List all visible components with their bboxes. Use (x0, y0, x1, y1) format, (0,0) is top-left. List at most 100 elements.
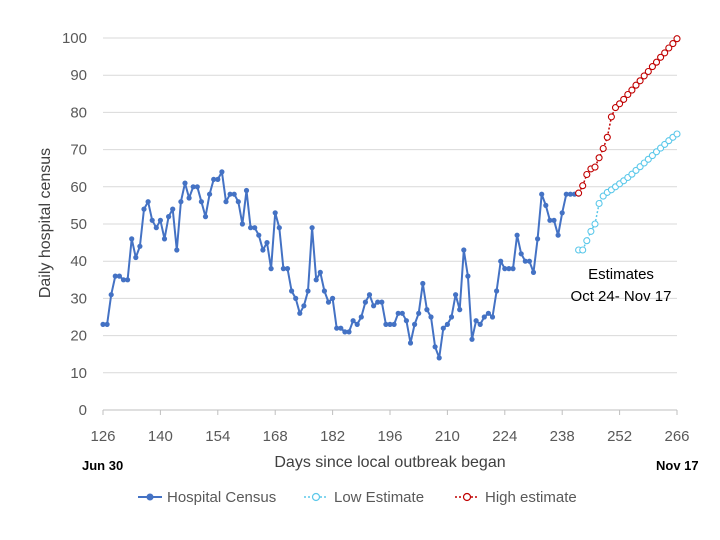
data-point-hospital-census (383, 321, 389, 327)
data-point-hospital-census (297, 310, 303, 316)
data-point-hospital-census (522, 258, 528, 264)
data-point-hospital-census (321, 288, 327, 294)
data-point-hospital-census (174, 247, 180, 253)
x-end-date-label: Nov 17 (656, 458, 699, 473)
data-point-hospital-census (535, 236, 541, 242)
data-point-hospital-census (395, 310, 401, 316)
data-point-hospital-census (305, 288, 311, 294)
y-tick-label-100: 100 (62, 30, 87, 47)
data-point-hospital-census (133, 254, 139, 261)
y-tick-label-70: 70 (70, 142, 87, 159)
x-tick-label-140: 140 (148, 428, 173, 445)
data-point-hospital-census (559, 210, 565, 216)
data-point-high-estimate (579, 182, 587, 190)
data-point-hospital-census (477, 321, 483, 327)
series-high-estimate (575, 35, 681, 197)
data-point-high-estimate (591, 163, 599, 171)
data-point-hospital-census (112, 273, 118, 279)
data-point-hospital-census (354, 321, 360, 327)
data-point-hospital-census (412, 321, 418, 327)
data-point-hospital-census (436, 355, 442, 361)
x-tick-label-154: 154 (205, 428, 230, 445)
data-point-hospital-census (235, 199, 241, 205)
data-point-hospital-census (141, 206, 147, 212)
data-point-hospital-census (153, 225, 159, 231)
data-point-hospital-census (202, 214, 209, 220)
data-point-high-estimate (644, 67, 652, 76)
data-point-hospital-census (424, 307, 430, 313)
data-point-hospital-census (489, 314, 496, 320)
data-point-high-estimate (599, 144, 607, 153)
data-point-hospital-census (444, 321, 450, 327)
data-point-hospital-census (145, 199, 151, 205)
data-point-high-estimate (673, 35, 681, 43)
data-point-hospital-census (325, 299, 332, 305)
legend-item-low-estimate: Low Estimate (304, 489, 424, 506)
x-tick-label-210: 210 (435, 428, 460, 445)
series (100, 35, 681, 361)
data-point-hospital-census (350, 318, 356, 324)
data-point-high-estimate (632, 81, 640, 89)
data-point-hospital-census (137, 243, 143, 249)
data-point-hospital-census (284, 266, 291, 272)
data-point-hospital-census (551, 217, 557, 223)
data-point-hospital-census (280, 266, 286, 272)
data-point-high-estimate (607, 113, 615, 121)
data-point-hospital-census (211, 176, 217, 182)
data-point-high-estimate (628, 86, 636, 94)
data-point-hospital-census (457, 307, 463, 313)
legend-label-hospital-census: Hospital Census (167, 489, 276, 506)
data-point-hospital-census (567, 191, 574, 197)
data-point-hospital-census (485, 310, 491, 316)
data-point-hospital-census (530, 269, 537, 275)
data-point-high-estimate (661, 49, 669, 57)
data-point-hospital-census (469, 336, 475, 342)
data-point-high-estimate (603, 133, 611, 141)
data-point-hospital-census (149, 217, 155, 223)
data-point-hospital-census (494, 288, 500, 294)
data-point-high-estimate (575, 189, 583, 197)
x-start-date-label: Jun 30 (82, 458, 123, 473)
data-point-hospital-census (272, 210, 278, 216)
data-point-hospital-census (293, 295, 299, 301)
data-point-hospital-census (219, 169, 225, 175)
data-point-low-estimate (583, 237, 591, 245)
data-point-hospital-census (207, 191, 213, 197)
data-point-hospital-census (362, 299, 368, 305)
data-point-high-estimate (583, 170, 591, 179)
data-point-hospital-census (498, 258, 504, 264)
data-point-high-estimate (669, 40, 677, 48)
data-point-high-estimate (624, 90, 632, 99)
data-point-hospital-census (170, 206, 176, 212)
data-point-high-estimate (652, 58, 661, 66)
data-point-hospital-census (125, 277, 131, 283)
data-point-hospital-census (268, 266, 274, 272)
y-axis-title: Daily hospital census (37, 148, 54, 298)
data-point-hospital-census (276, 225, 282, 231)
y-tick-label-90: 90 (70, 67, 87, 84)
data-point-hospital-census (186, 195, 192, 201)
data-point-hospital-census (510, 266, 516, 272)
x-tick-label-252: 252 (607, 428, 632, 445)
y-tick-label-80: 80 (70, 104, 87, 121)
y-tick-label-40: 40 (70, 253, 87, 270)
data-point-hospital-census (248, 225, 254, 231)
data-point-hospital-census (547, 217, 553, 223)
data-point-hospital-census (366, 292, 373, 298)
x-tick-label-168: 168 (263, 428, 288, 445)
x-tick-label-266: 266 (664, 428, 689, 445)
data-point-hospital-census (309, 225, 315, 231)
data-point-hospital-census (358, 314, 364, 320)
estimates-annotation-line2: Oct 24- Nov 17 (571, 288, 672, 305)
y-tick-label-20: 20 (70, 328, 87, 345)
x-axis-title: Days since local outbreak began (274, 454, 505, 471)
data-point-hospital-census (420, 280, 426, 287)
data-point-hospital-census (403, 318, 409, 324)
data-point-low-estimate (673, 130, 681, 138)
data-point-high-estimate (640, 72, 648, 80)
data-point-hospital-census (182, 180, 188, 186)
data-point-hospital-census (342, 329, 348, 335)
data-point-hospital-census (100, 321, 106, 327)
data-point-hospital-census (239, 221, 245, 227)
data-point-high-estimate (616, 100, 624, 108)
